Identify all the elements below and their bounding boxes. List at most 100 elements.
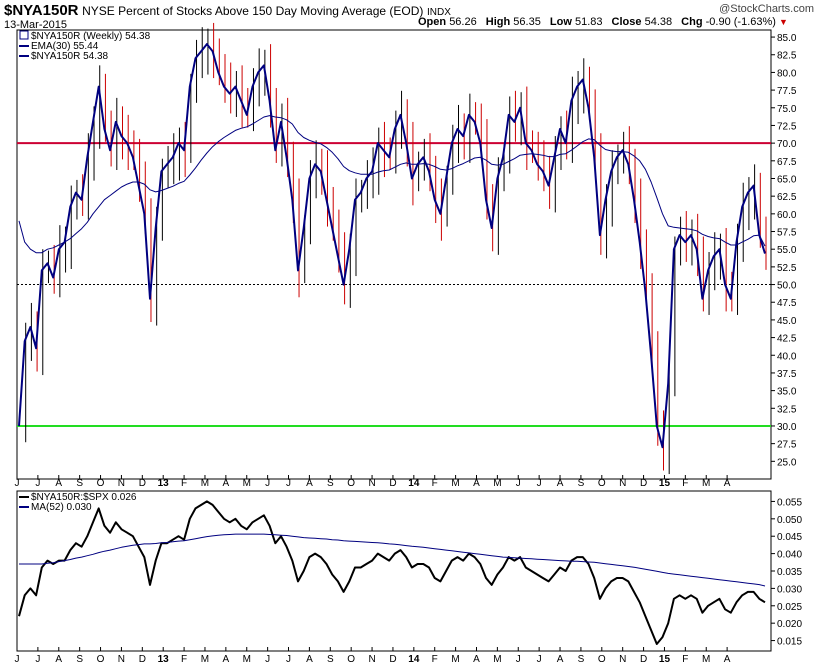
y-tick-label: 45.0	[777, 316, 797, 327]
x-tick-label: N	[118, 478, 125, 489]
x-tick-label: M	[243, 654, 251, 665]
x-tick-label: O	[598, 478, 606, 489]
x-tick-label: A	[473, 478, 480, 489]
ratio-line	[18, 500, 766, 645]
x-tick-label: 15	[659, 478, 671, 489]
y-tick-label: 0.015	[777, 637, 802, 648]
x-tick-label: N	[368, 478, 375, 489]
y-tick-label: 0.050	[777, 515, 802, 526]
y-tick-label: 0.055	[777, 497, 802, 508]
y-tick-label: 0.045	[777, 532, 802, 543]
y-tick-label: 52.5	[777, 263, 797, 274]
x-tick-label: J	[35, 654, 40, 665]
x-tick-label: O	[347, 478, 355, 489]
x-tick-label: J	[516, 478, 521, 489]
x-tick-label: 14	[408, 478, 420, 489]
x-tick-label: 15	[659, 654, 671, 665]
y-tick-label: 65.0	[777, 174, 797, 185]
ema30-line	[18, 115, 766, 254]
symbol-title: $NYA150R	[4, 2, 79, 19]
x-tick-label: J	[15, 478, 20, 489]
y-tick-label: 72.5	[777, 121, 797, 132]
x-tick-label: S	[578, 478, 585, 489]
y-tick-label: 0.020	[777, 619, 802, 630]
x-tick-label: 13	[158, 478, 170, 489]
x-tick-label: F	[682, 654, 688, 665]
upper-panel: 85.0 82.5 80.0 77.5 75.0 72.5 70.0 67.5 65.0 62.5…	[16, 22, 797, 480]
x-tick-label: N	[619, 654, 626, 665]
x-tick-label: N	[619, 478, 626, 489]
chg-label: Chg	[681, 16, 703, 28]
low-label: Low	[549, 16, 572, 28]
y-tick-label: 27.5	[777, 440, 797, 451]
y-tick-label: 60.0	[777, 210, 797, 221]
x-tick-label: M	[451, 654, 459, 665]
legend-label: MA(52) 0.030	[31, 502, 92, 513]
legend-label: EMA(30) 55.44	[31, 41, 99, 52]
legend-label: $NYA150R (Weekly) 54.38	[31, 31, 151, 42]
y-tick-label: 50.0	[777, 281, 797, 292]
x-tick-label: M	[493, 478, 501, 489]
y-tick-label: 35.0	[777, 387, 797, 398]
x-tick-label: S	[327, 478, 334, 489]
y-tick-label: 85.0	[777, 33, 797, 44]
y-tick-label: 25.0	[777, 457, 797, 468]
y-tick-label: 40.0	[777, 351, 797, 362]
legend-label: $NYA150R:$SPX 0.026	[31, 492, 137, 503]
y-tick-label: 77.5	[777, 86, 797, 97]
panel-frame	[16, 29, 772, 480]
y-tick-label: 47.5	[777, 298, 797, 309]
x-tick-label: D	[139, 654, 146, 665]
x-tick-label: A	[306, 478, 313, 489]
y-tick-label: 82.5	[777, 51, 797, 62]
y-tick-label: 37.5	[777, 369, 797, 380]
chart-header: $NYA150R NYSE Percent of Stocks Above 15…	[4, 2, 451, 19]
symbol-description: NYSE Percent of Stocks Above 150 Day Mov…	[82, 4, 424, 18]
x-tick-label: A	[724, 478, 731, 489]
x-tick-label: J	[286, 654, 291, 665]
x-tick-label: J	[35, 478, 40, 489]
y-tick-label: 62.5	[777, 192, 797, 203]
high-value: 56.35	[513, 16, 541, 28]
ma52-line	[19, 533, 766, 587]
x-tick-label: D	[389, 654, 396, 665]
x-tick-label: A	[306, 654, 313, 665]
panel-frame	[16, 490, 772, 652]
brand-logo: @StockCharts.com	[719, 3, 814, 15]
x-tick-label: S	[76, 654, 83, 665]
x-tick-label: A	[223, 654, 230, 665]
y-tick-label: 32.5	[777, 404, 797, 415]
x-tick-label: D	[139, 478, 146, 489]
y-tick-label: 70.0	[777, 139, 797, 150]
y-tick-label: 0.030	[777, 584, 802, 595]
close-value: 54.38	[644, 16, 673, 28]
x-tick-label: F	[181, 478, 187, 489]
x-tick-label: M	[451, 478, 459, 489]
x-tick-label: F	[432, 478, 438, 489]
open-value: 56.26	[449, 16, 477, 28]
x-tick-label: A	[55, 478, 62, 489]
x-tick-label: J	[265, 654, 270, 665]
x-tick-label: M	[493, 654, 501, 665]
x-tick-label: J	[286, 478, 291, 489]
x-tick-label: J	[537, 478, 542, 489]
close-label: Close	[611, 16, 642, 28]
x-tick-label: S	[76, 478, 83, 489]
x-tick-label: A	[473, 654, 480, 665]
x-tick-label: D	[389, 478, 396, 489]
legend-label: $NYA150R 54.38	[31, 51, 109, 62]
x-tick-label: O	[347, 654, 355, 665]
x-tick-label: A	[223, 478, 230, 489]
x-tick-label: O	[598, 654, 606, 665]
x-tick-label: J	[516, 654, 521, 665]
x-tick-label: O	[97, 478, 105, 489]
y-tick-label: 0.040	[777, 550, 802, 561]
high-label: High	[485, 16, 511, 28]
y-tick-label: 57.5	[777, 228, 797, 239]
x-tick-label: A	[55, 654, 62, 665]
y-tick-label: 55.0	[777, 245, 797, 256]
x-tick-label: F	[682, 478, 688, 489]
